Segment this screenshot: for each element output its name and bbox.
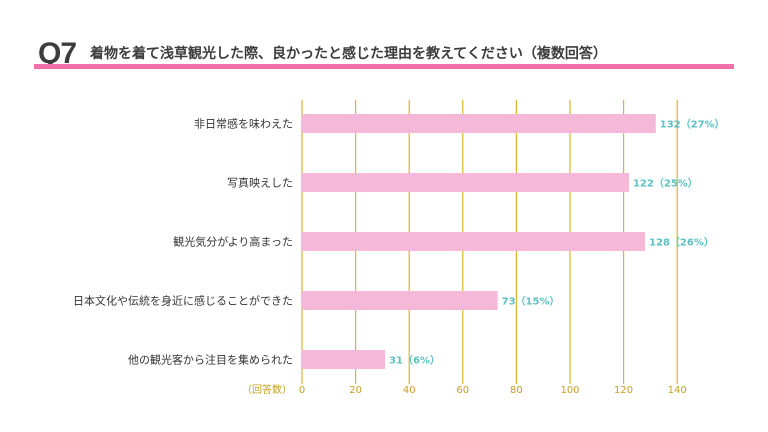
x-tick-labels: 0 20 40 60 80 100 120 140 <box>299 385 687 396</box>
data-label: 132（27%） <box>660 118 725 131</box>
data-label: 73（15%） <box>502 295 560 308</box>
data-label: 122（25%） <box>633 177 698 190</box>
x-tick-label: 40 <box>403 385 416 396</box>
x-axis-title: （回答数） <box>242 383 292 396</box>
title-underline-bar <box>34 64 734 69</box>
value-labels: 132（27%） 122（25%） 128（26%） 73（15%） 31（6%） <box>389 118 724 367</box>
data-label: 31（6%） <box>389 354 440 367</box>
x-tick-label: 20 <box>349 385 362 396</box>
x-tick-label: 140 <box>668 385 687 396</box>
bar <box>302 173 629 192</box>
category-label: 日本文化や伝統を身近に感じることができた <box>73 294 293 308</box>
category-label: 他の観光客から注目を集められた <box>128 353 293 367</box>
x-tick-label: 0 <box>299 385 305 396</box>
category-label: 観光気分がより高まった <box>173 235 293 249</box>
data-label: 128（26%） <box>649 236 714 249</box>
bar <box>302 291 498 310</box>
bars <box>302 114 656 369</box>
bar <box>302 232 646 251</box>
x-tick-label: 80 <box>510 385 523 396</box>
x-tick-label: 60 <box>456 385 469 396</box>
x-tick-label: 100 <box>560 385 579 396</box>
question-text: 着物を着て浅草観光した際、良かったと感じた理由を教えてください（複数回答） <box>90 46 607 62</box>
bar <box>302 350 386 369</box>
x-tick-label: 120 <box>614 385 633 396</box>
bar <box>302 114 656 133</box>
category-label: 非日常感を味わえた <box>194 118 293 131</box>
category-label: 写真映えした <box>227 176 293 190</box>
category-labels: 非日常感を味わえた写真映えした観光気分がより高まった日本文化や伝統を身近に感じる… <box>73 118 293 367</box>
